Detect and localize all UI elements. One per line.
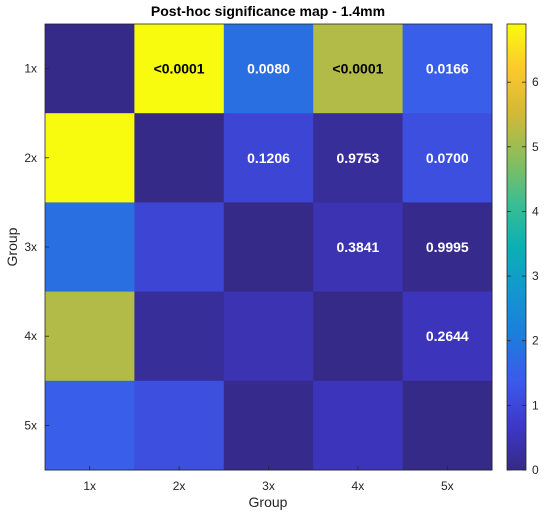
y-axis-label: Group xyxy=(4,227,20,266)
heatmap-cell xyxy=(313,24,404,114)
heatmap-cells xyxy=(45,24,493,471)
colorbar-gradient xyxy=(506,23,527,471)
x-tick-label: 5x xyxy=(441,479,454,493)
heatmap-cell xyxy=(134,113,225,203)
heatmap-cell xyxy=(223,291,314,382)
x-axis-ticks: 1x 2x 3x 4x 5x xyxy=(83,466,454,493)
y-tick-label: 1x xyxy=(24,62,37,76)
heatmap-cell xyxy=(402,291,493,382)
heatmap-cell xyxy=(134,24,225,114)
heatmap-cell xyxy=(402,202,493,293)
colorbar-tick-label: 1 xyxy=(532,398,539,412)
heatmap-cell xyxy=(223,380,314,471)
x-tick-label: 2x xyxy=(173,479,186,493)
heatmap-cell xyxy=(402,113,493,203)
heatmap-cell xyxy=(45,380,135,471)
heatmap-cell xyxy=(223,24,314,114)
x-axis-label: Group xyxy=(249,494,288,510)
heatmap-cell xyxy=(402,380,493,471)
colorbar: 0 1 2 3 4 5 6 xyxy=(506,23,539,477)
heatmap-cell xyxy=(313,380,404,471)
cell-value-label: 0.9753 xyxy=(336,150,379,166)
heatmap-cell xyxy=(45,202,135,293)
heatmap-cell xyxy=(45,113,135,203)
y-tick-label: 4x xyxy=(24,329,37,343)
heatmap-cell xyxy=(402,24,493,114)
heatmap-cell xyxy=(45,291,135,382)
chart-title: Post-hoc significance map - 1.4mm xyxy=(151,3,385,19)
heatmap-cell xyxy=(45,24,135,114)
heatmap-cell xyxy=(313,113,404,203)
heatmap-cell xyxy=(223,202,314,293)
heatmap-cell xyxy=(313,291,404,382)
cell-value-label: 0.9995 xyxy=(426,239,469,255)
cell-value-label: 0.1206 xyxy=(247,150,290,166)
cell-value-label: 0.0080 xyxy=(247,61,290,77)
colorbar-tick-label: 3 xyxy=(532,269,539,283)
x-tick-label: 3x xyxy=(262,479,275,493)
heatmap-cell xyxy=(134,291,225,382)
cell-value-label: <0.0001 xyxy=(332,61,383,77)
heatmap-cell xyxy=(134,380,225,471)
cell-value-label: 0.0700 xyxy=(426,150,469,166)
heatmap-cell xyxy=(134,202,225,293)
heatmap-cell xyxy=(313,202,404,293)
colorbar-tick-label: 2 xyxy=(532,334,539,348)
x-tick-label: 4x xyxy=(352,479,365,493)
x-tick-label: 1x xyxy=(83,479,96,493)
heatmap-cell xyxy=(223,113,314,203)
colorbar-tick-label: 5 xyxy=(532,140,539,154)
colorbar-tick-label: 4 xyxy=(532,204,539,218)
y-axis-ticks: 1x 2x 3x 4x 5x xyxy=(24,62,49,432)
y-tick-label: 3x xyxy=(24,240,37,254)
y-tick-label: 5x xyxy=(24,418,37,432)
cell-value-label: 0.3841 xyxy=(336,239,379,255)
cell-value-label: <0.0001 xyxy=(154,61,205,77)
cell-value-label: 0.0166 xyxy=(426,61,469,77)
colorbar-tick-label: 0 xyxy=(532,463,539,477)
cell-value-label: 0.2644 xyxy=(426,328,469,344)
heatmap-cell-labels: <0.0001 0.0080 <0.0001 0.0166 0.1206 0.9753 0.… xyxy=(154,61,469,345)
colorbar-tick-label: 6 xyxy=(532,75,539,89)
y-tick-label: 2x xyxy=(24,151,37,165)
